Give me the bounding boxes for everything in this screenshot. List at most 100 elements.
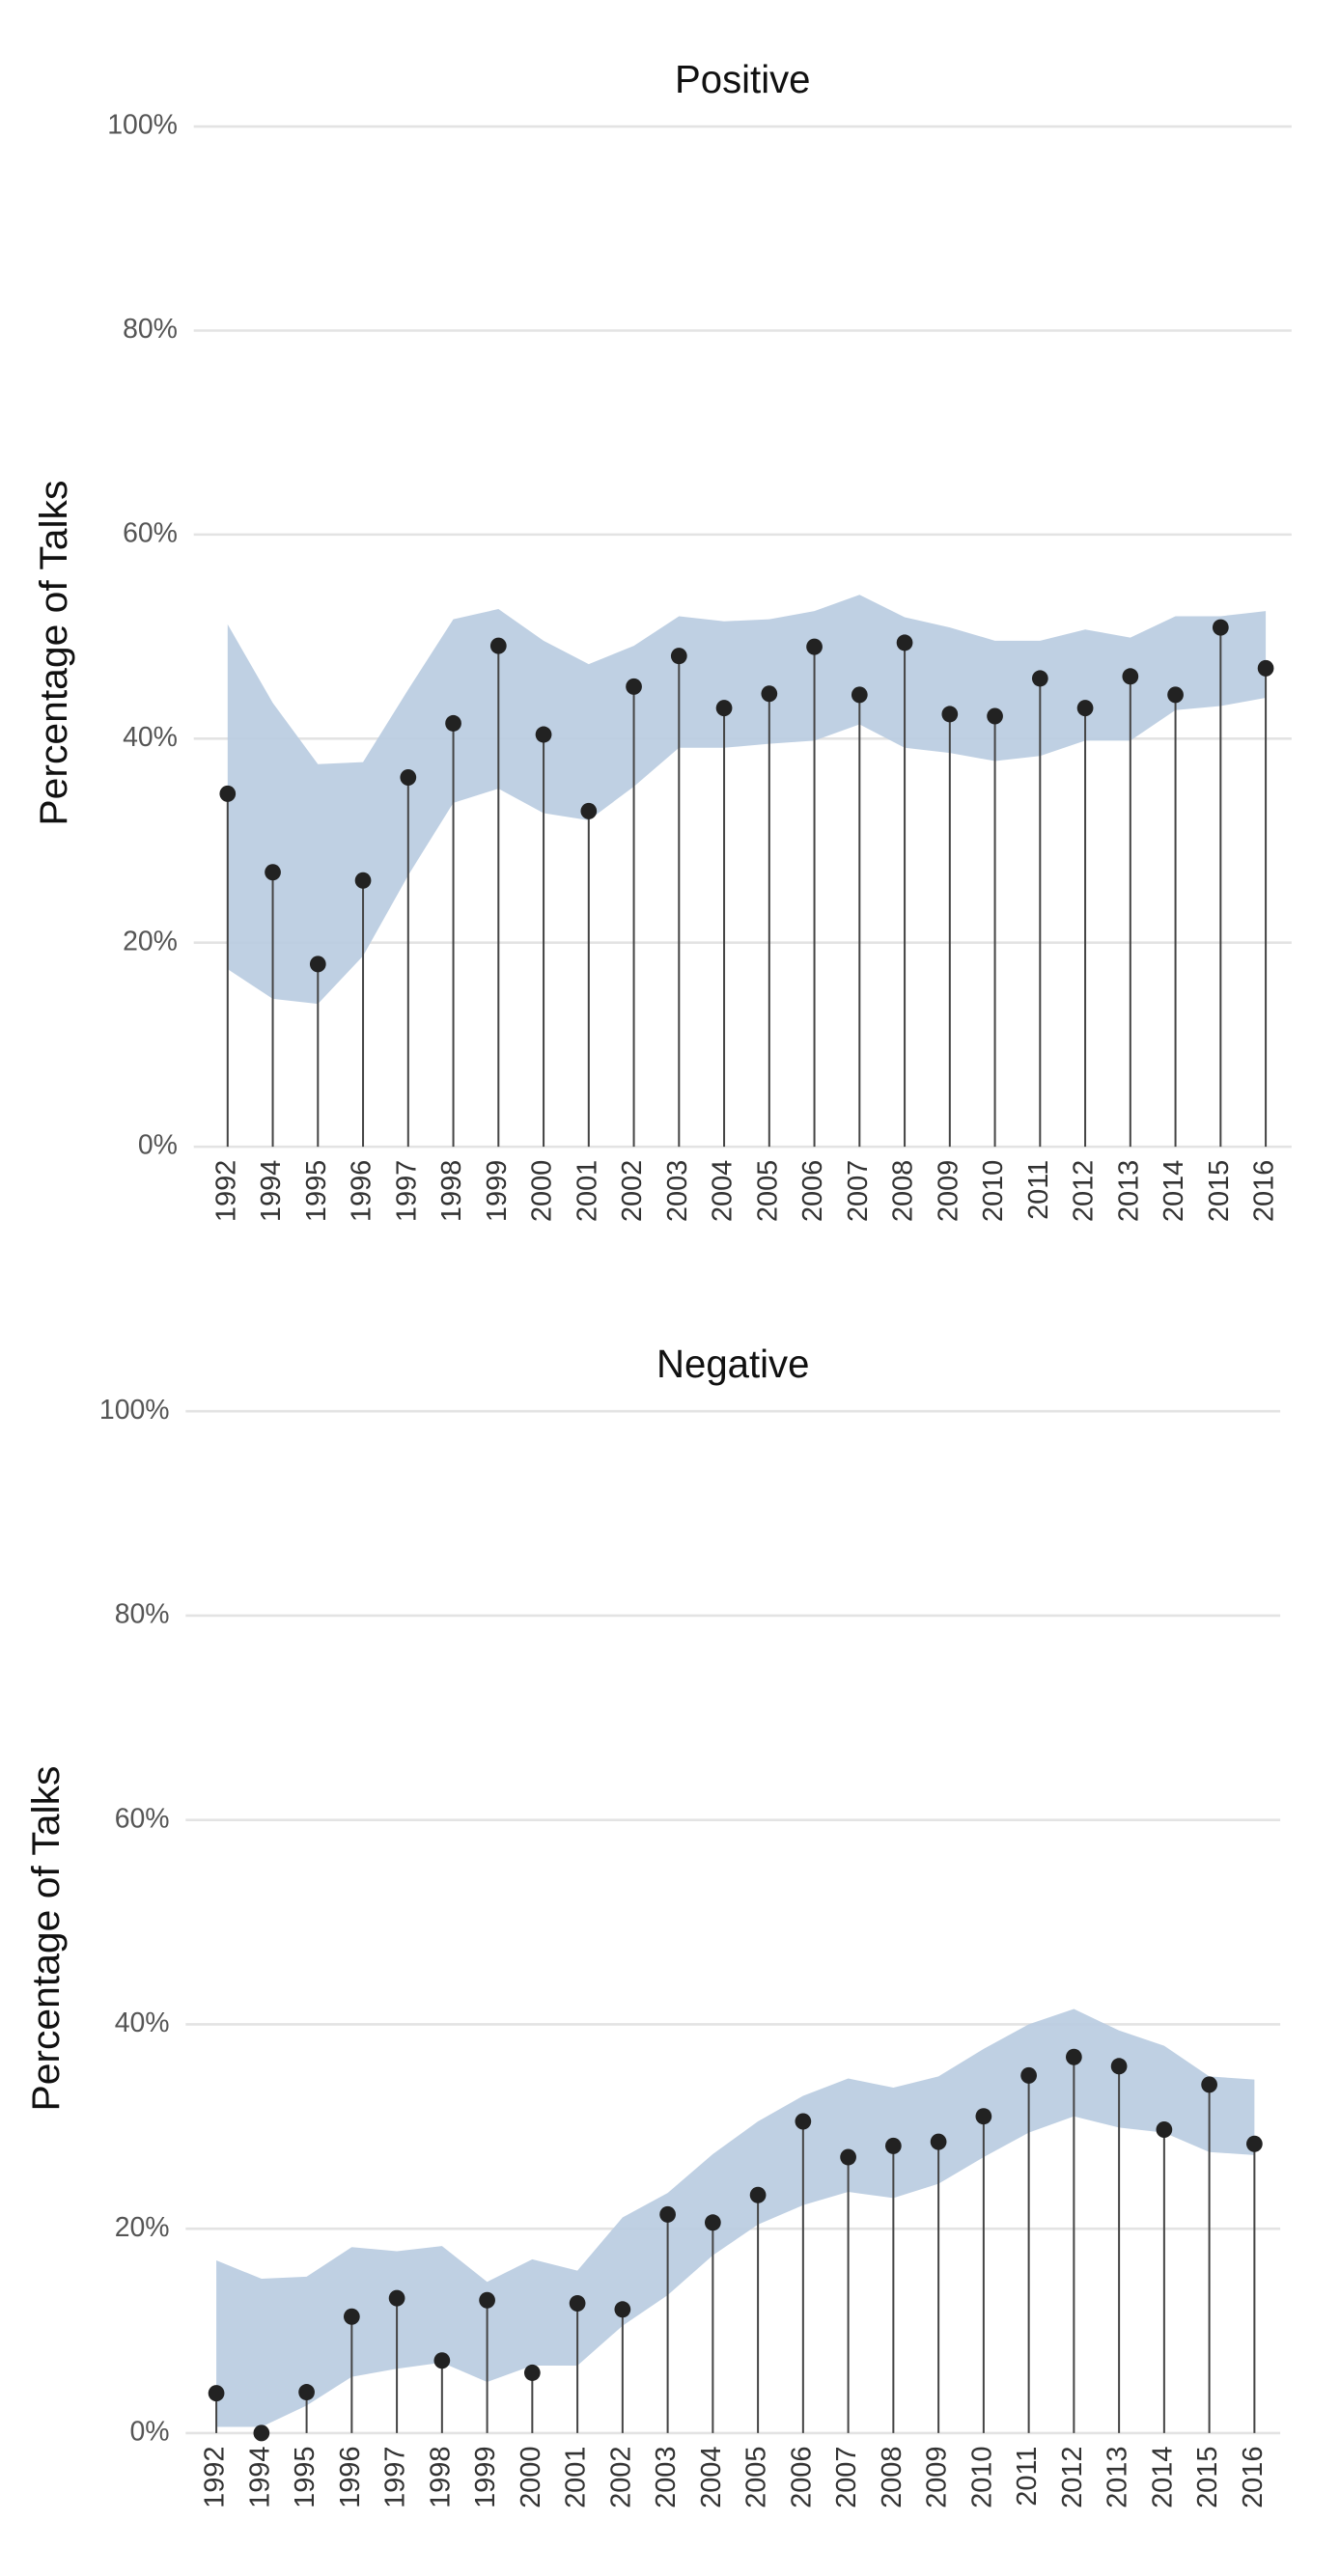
x-tick-label: 2000 — [527, 1160, 558, 1222]
x-tick-label: 1996 — [335, 2447, 366, 2508]
point — [1246, 2135, 1263, 2152]
x-tick-label: 2016 — [1249, 1160, 1280, 1222]
x-tick-label: 2003 — [651, 2447, 682, 2508]
y-tick-label: 40% — [123, 722, 178, 753]
y-tick-label: 80% — [115, 1598, 170, 1629]
point — [219, 785, 237, 802]
x-tick-label: 2003 — [662, 1160, 693, 1222]
point — [569, 2294, 586, 2312]
point — [884, 2137, 902, 2154]
x-tick-label: 1998 — [426, 2447, 457, 2508]
point — [309, 956, 326, 973]
point — [1066, 2048, 1082, 2065]
point — [715, 700, 733, 717]
x-tick-label: 1992 — [200, 2447, 231, 2508]
point — [400, 768, 417, 786]
point — [987, 707, 1003, 725]
point — [1076, 700, 1094, 717]
x-tick-label: 1999 — [470, 2447, 501, 2508]
point — [354, 872, 372, 889]
x-tick-label: 1996 — [347, 1160, 377, 1222]
x-tick-label: 2000 — [516, 2447, 546, 2508]
x-tick-label: 2001 — [561, 2447, 592, 2508]
x-tick-label: 2004 — [696, 2446, 727, 2507]
x-tick-label: 2004 — [708, 1160, 739, 1222]
point — [343, 2308, 360, 2325]
x-tick-label: 2001 — [572, 1160, 603, 1222]
point — [851, 686, 868, 704]
y-tick-label: 0% — [130, 2416, 170, 2447]
point — [626, 678, 642, 695]
point — [298, 2384, 315, 2401]
y-axis-label: Percentage of Talks — [31, 481, 75, 826]
x-tick-label: 2016 — [1238, 2447, 1269, 2508]
point — [1257, 659, 1274, 677]
x-tick-label: 1998 — [436, 1160, 467, 1222]
chart-title: Positive — [675, 57, 811, 101]
point — [1201, 2076, 1217, 2093]
point — [795, 2113, 812, 2130]
x-tick-label: 2015 — [1204, 1160, 1235, 1222]
x-tick-label: 1997 — [392, 1160, 423, 1222]
x-tick-label: 2005 — [753, 1160, 784, 1222]
point — [208, 2385, 225, 2402]
point — [1212, 619, 1229, 636]
x-tick-label: 2006 — [797, 1160, 828, 1222]
x-tick-label: 2011 — [1012, 2447, 1043, 2507]
point — [761, 685, 778, 703]
y-axis-label: Percentage of Talks — [23, 1766, 68, 2112]
x-tick-label: 2009 — [922, 2447, 953, 2508]
x-tick-label: 1995 — [290, 2447, 321, 2508]
point — [749, 2186, 767, 2203]
chart-title: Negative — [656, 1342, 809, 1386]
point — [535, 726, 552, 743]
y-tick-label: 60% — [115, 1803, 170, 1834]
x-tick-label: 2010 — [967, 2447, 998, 2508]
x-tick-label: 2015 — [1192, 2447, 1223, 2508]
point — [659, 2205, 676, 2223]
y-tick-label: 100% — [99, 1395, 170, 1426]
x-tick-label: 2012 — [1069, 1160, 1100, 1222]
x-tick-label: 2007 — [843, 1160, 874, 1222]
point — [388, 2289, 405, 2307]
y-tick-label: 0% — [138, 1130, 178, 1161]
x-tick-label: 2002 — [617, 1160, 648, 1222]
point — [975, 2108, 992, 2125]
y-tick-label: 60% — [123, 517, 178, 548]
point — [1122, 668, 1139, 685]
point — [1110, 2058, 1128, 2075]
x-tick-label: 2013 — [1103, 2447, 1133, 2508]
point — [580, 802, 598, 819]
point — [253, 2424, 270, 2442]
x-tick-label: 2010 — [978, 1160, 1009, 1222]
point — [433, 2352, 451, 2369]
y-tick-label: 100% — [107, 109, 178, 140]
point — [670, 648, 687, 665]
x-tick-label: 1997 — [380, 2447, 411, 2508]
x-tick-label: 1995 — [301, 1160, 332, 1222]
x-tick-label: 2013 — [1114, 1160, 1145, 1222]
point — [1020, 2066, 1037, 2084]
point — [1167, 686, 1184, 704]
x-tick-label: 1992 — [211, 1160, 242, 1222]
point — [941, 706, 959, 723]
point — [614, 2301, 631, 2318]
point — [445, 714, 461, 732]
x-tick-label: 2009 — [934, 1160, 964, 1222]
x-tick-label: 2007 — [831, 2447, 862, 2508]
confidence-band — [216, 2008, 1255, 2427]
x-tick-label: 2002 — [606, 2447, 637, 2508]
point — [806, 638, 823, 655]
x-tick-label: 2012 — [1057, 2447, 1088, 2508]
x-tick-label: 2014 — [1148, 2446, 1179, 2507]
point — [523, 2364, 541, 2381]
y-tick-label: 40% — [115, 2008, 170, 2038]
point — [840, 2148, 856, 2166]
x-tick-label: 2006 — [787, 2447, 818, 2508]
x-tick-label: 2008 — [877, 2447, 907, 2508]
x-tick-label: 2014 — [1159, 1160, 1189, 1222]
x-tick-label: 1994 — [256, 1160, 287, 1222]
point — [489, 637, 507, 654]
